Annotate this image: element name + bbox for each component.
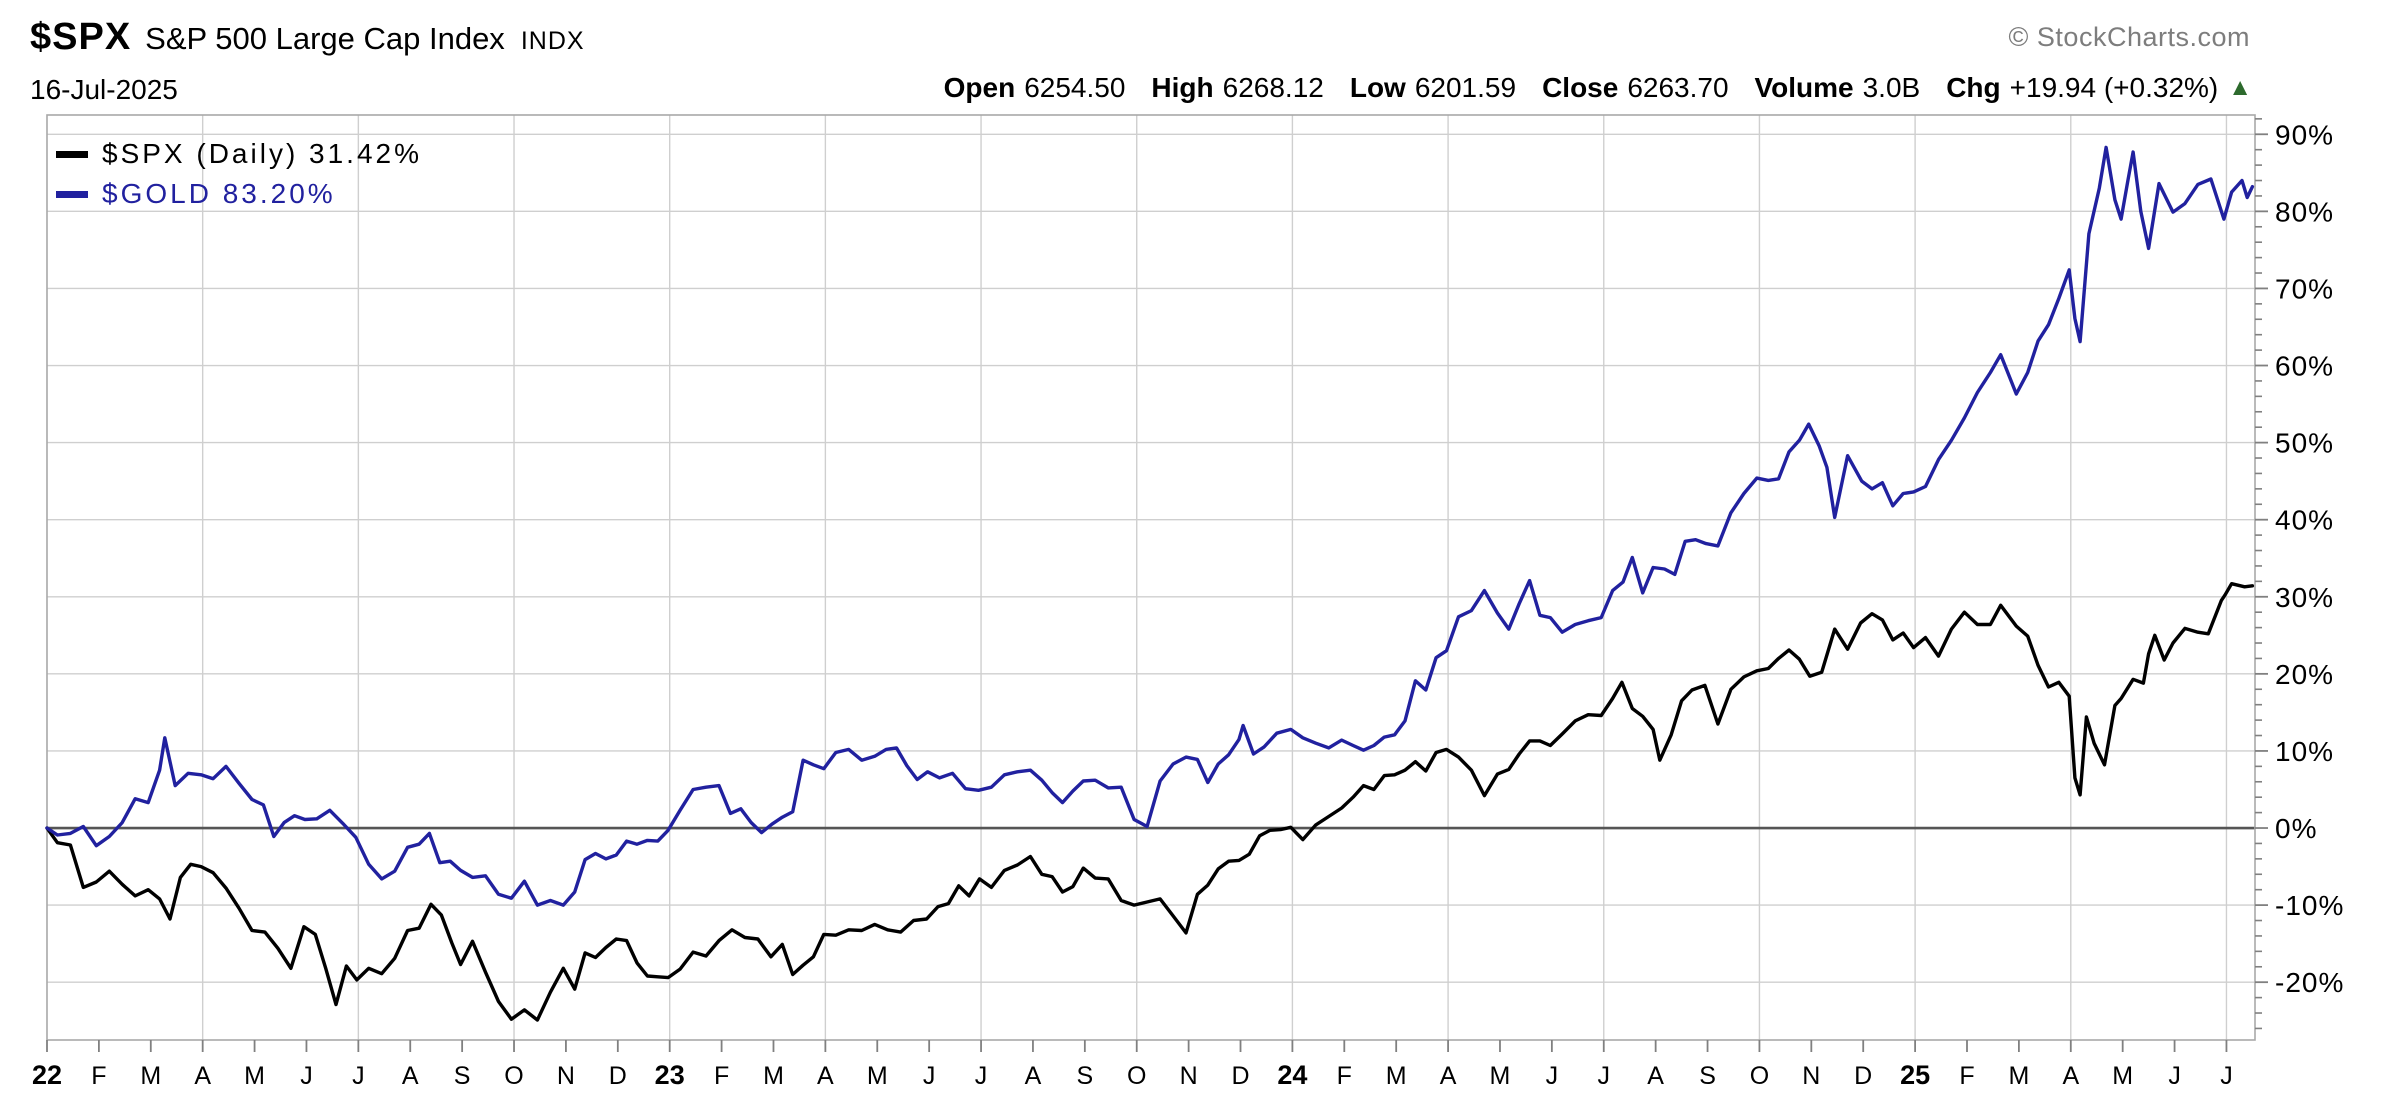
y-axis-label: 40%: [2275, 505, 2334, 536]
x-axis-month-label: N: [1802, 1062, 1820, 1090]
x-axis-month-label: F: [91, 1062, 106, 1090]
x-axis-month-label: M: [140, 1062, 161, 1090]
x-axis-month-label: M: [1386, 1062, 1407, 1090]
quote-label: High: [1151, 72, 1214, 103]
x-axis-year-label: 24: [1277, 1060, 1307, 1090]
quote-value: 6201.59: [1414, 72, 1517, 103]
y-axis-label: 60%: [2275, 351, 2334, 382]
quote-label: Chg: [1946, 72, 2001, 103]
x-axis-month-label: O: [504, 1062, 523, 1090]
y-axis-label: 0%: [2275, 813, 2317, 844]
y-axis-label: 50%: [2275, 428, 2334, 459]
y-axis-label: 10%: [2275, 736, 2334, 767]
gold-legend-label: $GOLD 83.20%: [102, 178, 336, 209]
x-axis-month-label: J: [1598, 1062, 1611, 1090]
x-axis-month-label: J: [923, 1062, 936, 1090]
gold-line-swatch: [56, 190, 88, 198]
quote-value: 3.0B: [1862, 72, 1921, 103]
y-axis-label: 70%: [2275, 273, 2334, 304]
x-axis-year-label: 23: [655, 1060, 685, 1090]
gold-price-line: [45, 145, 2255, 907]
x-axis-month-label: A: [817, 1062, 834, 1090]
y-axis-label: 20%: [2275, 659, 2334, 690]
quote-field-close: Close 6263.70: [1542, 72, 1728, 104]
x-axis-month-label: A: [1647, 1062, 1664, 1090]
x-axis-month-label: M: [2008, 1062, 2029, 1090]
x-axis-month-label: D: [1854, 1062, 1872, 1090]
quote-field-low: Low 6201.59: [1350, 72, 1516, 104]
exchange-label: INDX: [520, 27, 585, 55]
x-axis-month-label: S: [1076, 1062, 1093, 1090]
x-axis-month-label: J: [2168, 1062, 2181, 1090]
quote-field-high: High 6268.12: [1151, 72, 1323, 104]
legend-row-spx: $SPX (Daily) 31.42%: [56, 134, 422, 174]
quote-field-chg: Chg +19.94 (+0.32%): [1946, 72, 2218, 104]
symbol-name: S&P 500 Large Cap Index: [145, 21, 505, 56]
x-axis-month-label: D: [609, 1062, 627, 1090]
plot-border: [46, 114, 2256, 1041]
y-axis-label: -10%: [2275, 890, 2344, 921]
quote-label: Close: [1542, 72, 1619, 103]
quote-value: 6254.50: [1024, 72, 1126, 103]
chart-legend: $SPX (Daily) 31.42% $GOLD 83.20%: [56, 134, 422, 214]
chart-header: $SPX S&P 500 Large Cap Index INDX: [30, 16, 585, 59]
spx-legend-label: $SPX (Daily) 31.42%: [102, 138, 423, 169]
stockcharts-watermark: © StockCharts.com: [2008, 22, 2250, 52]
y-axis-label: 90%: [2275, 119, 2334, 150]
x-axis-month-label: F: [714, 1062, 729, 1090]
x-axis-month-label: J: [352, 1062, 365, 1090]
x-axis-month-label: F: [1337, 1062, 1352, 1090]
quote-label: Low: [1349, 72, 1406, 103]
quote-label: Volume: [1754, 72, 1854, 103]
quote-row: Open 6254.50 High 6268.12 Low 6201.59 Close 626…: [918, 72, 2252, 104]
x-axis-month-label: F: [1959, 1062, 1974, 1090]
quote-label: Open: [943, 72, 1016, 103]
x-axis-month-label: J: [975, 1062, 988, 1090]
x-axis-month-label: S: [454, 1062, 471, 1090]
x-axis-month-label: M: [763, 1062, 784, 1090]
quote-value: 6263.70: [1627, 72, 1729, 103]
x-axis-month-label: M: [867, 1062, 888, 1090]
legend-row-gold: $GOLD 83.20%: [56, 174, 422, 214]
x-axis-month-label: J: [2220, 1062, 2233, 1090]
x-axis-month-label: S: [1699, 1062, 1716, 1090]
x-axis-month-label: A: [1025, 1062, 1042, 1090]
quote-field-open: Open 6254.50: [944, 72, 1126, 104]
x-axis-month-label: A: [194, 1062, 211, 1090]
x-axis-month-label: M: [1490, 1062, 1511, 1090]
y-axis-label: 30%: [2275, 582, 2334, 613]
y-axis-label: 80%: [2275, 196, 2334, 227]
spx-price-line: [45, 582, 2255, 1022]
x-axis-month-label: N: [557, 1062, 575, 1090]
x-axis-month-label: O: [1750, 1062, 1769, 1090]
x-axis-month-label: O: [1127, 1062, 1146, 1090]
x-axis-month-label: A: [2062, 1062, 2079, 1090]
y-axis-label: -20%: [2275, 967, 2344, 998]
x-axis-month-label: M: [2112, 1062, 2133, 1090]
quote-value: +19.94 (+0.32%): [2009, 72, 2219, 103]
quote-value: 6268.12: [1222, 72, 1324, 103]
change-up-triangle-icon: ▲: [2228, 74, 2252, 101]
x-axis-month-label: J: [1546, 1062, 1559, 1090]
x-axis-month-label: D: [1231, 1062, 1249, 1090]
x-axis-month-label: M: [244, 1062, 265, 1090]
x-axis-month-label: N: [1180, 1062, 1198, 1090]
x-axis-month-label: A: [1440, 1062, 1457, 1090]
spx-line-swatch: [56, 150, 88, 158]
chart-date: 16-Jul-2025: [30, 74, 178, 105]
x-axis-month-label: A: [402, 1062, 419, 1090]
quote-field-volume: Volume 3.0B: [1755, 72, 1921, 104]
x-axis-year-label: 25: [1900, 1060, 1930, 1090]
x-axis-year-label: 22: [32, 1060, 62, 1090]
x-axis-month-label: J: [300, 1062, 313, 1090]
symbol: $SPX: [30, 16, 132, 58]
